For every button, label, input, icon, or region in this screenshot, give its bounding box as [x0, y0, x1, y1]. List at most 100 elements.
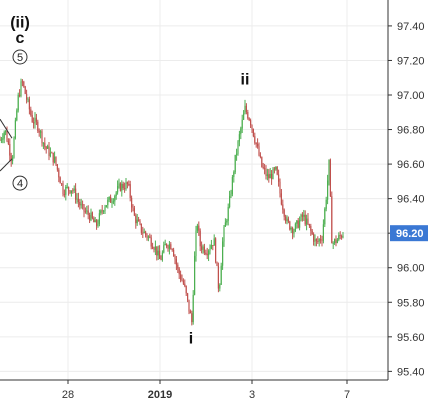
- candle-body: [6, 130, 8, 142]
- y-tick-label: 97.20: [397, 55, 425, 67]
- candle-body: [229, 196, 231, 208]
- candle-body: [297, 220, 299, 228]
- candle-body: [170, 244, 172, 250]
- candle-body: [182, 280, 184, 284]
- candle-body: [35, 117, 37, 122]
- candle-body: [322, 224, 324, 241]
- candle-body: [321, 240, 323, 242]
- candle-body: [44, 142, 46, 147]
- wave-circle-label: 5: [17, 52, 23, 64]
- candle-body: [20, 81, 22, 96]
- candle-body: [23, 81, 25, 87]
- price-candles: [0, 78, 344, 326]
- candle-body: [339, 235, 341, 237]
- candle-body: [30, 109, 32, 116]
- candle-body: [51, 152, 53, 154]
- candle-body: [54, 156, 56, 163]
- candle-body: [38, 130, 40, 133]
- candle-body: [152, 246, 154, 249]
- candle-body: [119, 183, 121, 191]
- candle-body: [276, 166, 278, 175]
- wave-circle: [12, 49, 28, 65]
- candle-body: [161, 252, 163, 260]
- x-tick-label: 7: [344, 389, 350, 401]
- candle-body: [341, 235, 343, 238]
- candle-body: [231, 177, 233, 194]
- candle-body: [108, 196, 110, 200]
- candle-body: [338, 235, 340, 240]
- y-tick-label: 95.40: [397, 366, 425, 378]
- candle-body: [91, 212, 93, 219]
- candle-body: [217, 266, 219, 289]
- y-tick-label: 96.60: [397, 159, 425, 171]
- candle-body: [129, 184, 131, 198]
- candle-body: [114, 196, 116, 202]
- candle-body: [303, 214, 305, 217]
- candle-body: [192, 294, 194, 323]
- y-tick-label: 95.60: [397, 332, 425, 344]
- y-tick-label: 96.40: [397, 194, 425, 206]
- y-tick-label: 95.80: [397, 297, 425, 309]
- candle-body: [132, 207, 134, 209]
- candle-body: [314, 239, 316, 242]
- candle-body: [28, 99, 30, 110]
- candle-body: [3, 132, 5, 139]
- candle-body: [101, 210, 103, 212]
- candle-body: [285, 216, 287, 222]
- candle-body: [24, 86, 26, 94]
- candle-body: [332, 243, 334, 244]
- last-price-label: 96.20: [396, 228, 424, 240]
- candle-body: [73, 188, 75, 191]
- candle-body: [294, 223, 296, 232]
- candle-body: [125, 182, 127, 190]
- candle-body: [315, 239, 317, 242]
- y-tick-label: 97.40: [397, 21, 425, 33]
- candle-body: [334, 239, 336, 244]
- candle-body: [19, 94, 21, 96]
- candle-body: [307, 218, 309, 224]
- candle-body: [136, 219, 138, 224]
- candle-body: [9, 144, 11, 156]
- candle-body: [222, 241, 224, 266]
- candle-body: [126, 182, 128, 185]
- candle-body: [237, 141, 239, 154]
- candle-body: [86, 210, 88, 212]
- candle-body: [112, 201, 114, 203]
- candle-body: [150, 237, 152, 247]
- candle-body: [160, 258, 162, 260]
- candle-body: [133, 208, 135, 216]
- candle-body: [171, 249, 173, 250]
- x-tick-label: 3: [249, 389, 255, 401]
- candle-body: [58, 169, 60, 178]
- candle-body: [327, 180, 329, 200]
- candle-body: [153, 248, 155, 250]
- candle-body: [69, 190, 71, 193]
- candle-body: [12, 157, 14, 162]
- candle-body: [252, 128, 254, 137]
- candle-body: [31, 115, 33, 123]
- candle-body: [269, 173, 271, 179]
- candle-body: [83, 204, 85, 212]
- candle-body: [72, 190, 74, 192]
- x-axis: 28 2019 3 7: [0, 379, 388, 401]
- candle-body: [42, 142, 44, 144]
- candle-body: [213, 238, 215, 246]
- candle-body: [96, 220, 98, 226]
- candle-body: [168, 244, 170, 249]
- candle-body: [234, 154, 236, 173]
- candle-body: [205, 252, 207, 254]
- candle-body: [13, 138, 15, 158]
- candle-body: [175, 259, 177, 265]
- y-tick-label: 96.80: [397, 125, 425, 137]
- wave-guide-line: [0, 118, 13, 139]
- candle-body: [104, 207, 106, 211]
- candle-body: [164, 243, 166, 246]
- candle-body: [216, 261, 218, 267]
- candle-body: [342, 235, 344, 238]
- candle-body: [299, 220, 301, 228]
- candle-body: [261, 156, 263, 167]
- candle-body: [178, 268, 180, 275]
- candle-body: [241, 119, 243, 129]
